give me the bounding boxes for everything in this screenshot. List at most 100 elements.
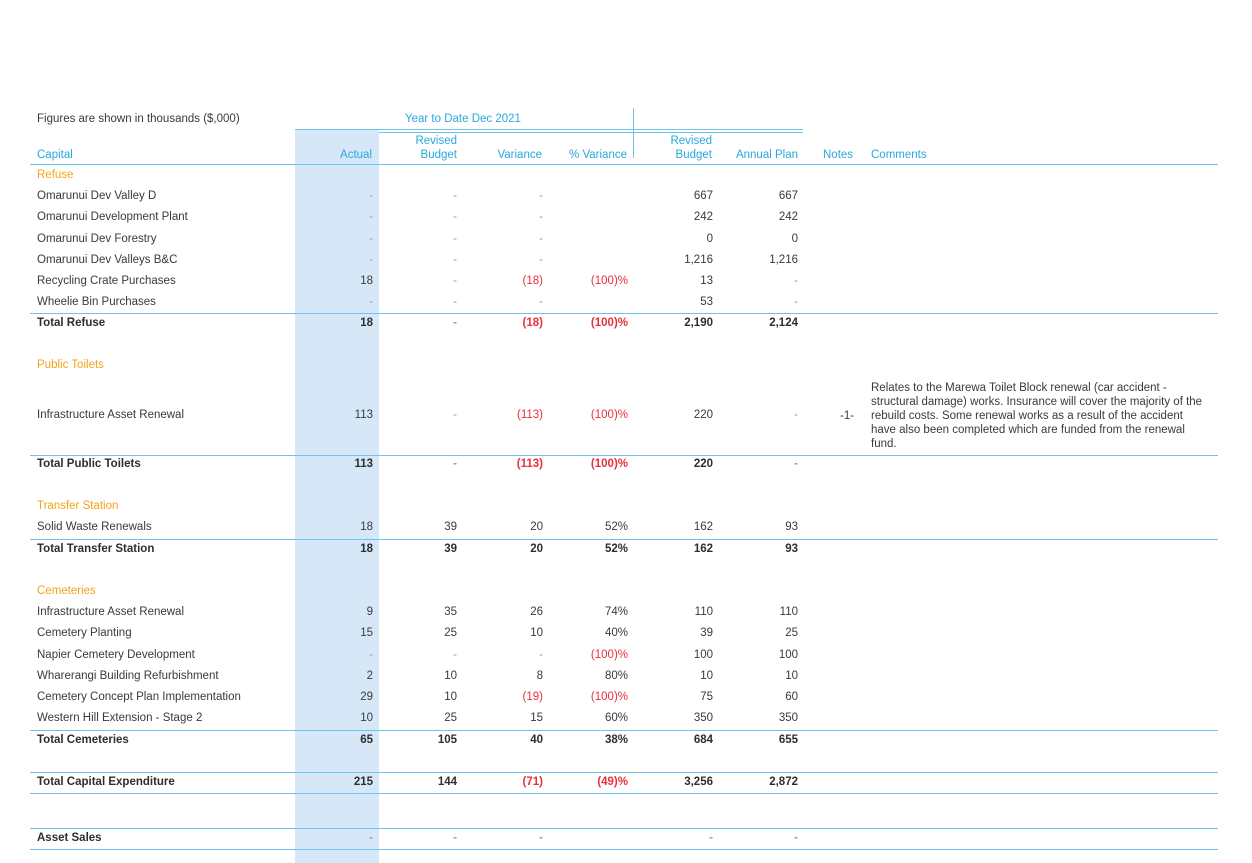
cell-var: (113) [516,458,543,470]
cell-rev: 39 [444,543,457,555]
cell-rev2: 100 [693,649,713,661]
cell-actual: 10 [360,712,373,724]
row-label: Asset Sales [37,832,102,844]
total-row: Total Cemeteries 65 105 40 38% 684 655 [30,730,1218,751]
cell-rev: 144 [437,776,457,788]
cell-var: - [539,832,543,844]
cell-pct: 74% [604,606,628,618]
cell-var: - [539,211,543,223]
cell-actual: - [369,649,373,661]
cell-rev2: 242 [693,211,713,223]
cell-actual: - [369,233,373,245]
row-label: Cemetery Planting [37,627,132,639]
row-rule [30,828,1218,829]
row-label: Omarunui Dev Valley D [37,190,157,202]
row-label: Recycling Crate Purchases [37,275,176,287]
table-row: Wheelie Bin Purchases - - - 53 - [30,292,1218,313]
row-label: Solid Waste Renewals [37,521,152,533]
cell-pct: (100)% [590,458,628,470]
cell-actual: 2 [366,670,373,682]
row-label: Cemetery Concept Plan Implementation [37,691,241,703]
cell-var: 10 [530,627,543,639]
row-rule [30,849,1218,850]
cell-actual: 18 [360,543,373,555]
cell-actual: 15 [360,627,373,639]
cell-ann: 60 [785,691,798,703]
row-label: Wheelie Bin Purchases [37,296,156,308]
col-pct-variance: % Variance [569,149,627,161]
cell-pct: (49)% [597,776,628,788]
cell-rev2: - [709,832,713,844]
cell-actual: - [369,190,373,202]
cell-actual: 18 [360,275,373,287]
cell-ann: 10 [785,670,798,682]
cell-rev: - [453,458,457,470]
period-divider [633,108,634,158]
cell-rev2: 1,216 [684,254,713,266]
cell-rev: 39 [444,521,457,533]
row-label: Omarunui Dev Forestry [37,233,157,245]
row-label: Omarunui Development Plant [37,211,188,223]
cell-rev: 10 [444,670,457,682]
row-rule [30,539,1218,540]
table-row: Cemetery Planting 15 25 10 40% 39 25 [30,623,1218,644]
cell-pct: 38% [604,734,628,746]
cell-rev2: 667 [693,190,713,202]
cell-rev: 105 [437,734,457,746]
cell-var: 20 [530,521,543,533]
cell-pct: 40% [604,627,628,639]
cell-actual: 18 [360,317,373,329]
cell-var: 15 [530,712,543,724]
cell-rev2: 350 [693,712,713,724]
row-rule [30,793,1218,794]
table-row: Wharerangi Building Refurbishment 2 10 8 80%… [30,666,1218,687]
period-rule [295,129,633,130]
cell-var: 20 [530,543,543,555]
cell-rev: 35 [444,606,457,618]
cell-rev2: 3,256 [684,776,713,788]
cell-pct: (100)% [590,275,628,287]
period-header: Year to Date Dec 2021 [405,113,521,125]
cell-pct: (100)% [590,691,628,703]
table-row: Solid Waste Renewals 18 39 20 52% 162 93 [30,517,1218,538]
col-variance: Variance [497,149,542,161]
cell-rev2: 2,190 [684,317,713,329]
cell-actual: 65 [360,734,373,746]
cell-ann: - [794,832,798,844]
cell-actual: 113 [354,458,373,470]
cell-var: - [539,649,543,661]
cell-var: (19) [522,691,543,703]
cell-actual: - [369,832,373,844]
cell-rev2: 220 [693,409,713,421]
cell-rev: - [453,296,457,308]
comment-text: Relates to the Marewa Toilet Block renew… [871,382,1203,450]
row-rule [30,313,1218,314]
row-label: Western Hill Extension - Stage 2 [37,712,203,724]
cell-actual: 9 [366,606,373,618]
col-annual-plan: Annual Plan [735,149,798,161]
table-row: Omarunui Development Plant - - - 242 242 [30,207,1218,228]
row-label: Omarunui Dev Valleys B&C [37,254,178,266]
col-capital: Capital [37,149,73,161]
row-label: Total Capital Expenditure [37,776,175,788]
cell-rev2: 13 [700,275,713,287]
cell-ann: 350 [778,712,798,724]
cell-ann: - [794,409,798,421]
period-rule-lower [379,132,633,133]
row-label: Total Transfer Station [37,543,155,555]
cell-actual: 18 [360,521,373,533]
cell-rev: 10 [444,691,457,703]
cell-pct: (100)% [590,649,628,661]
row-label: Infrastructure Asset Renewal [37,606,185,618]
cell-var: - [539,296,543,308]
cell-ann: 0 [791,233,798,245]
cell-actual: - [369,211,373,223]
section-title: Cemeteries [37,585,96,597]
cell-rev: - [453,233,457,245]
cell-ann: - [794,275,798,287]
table-row: Omarunui Dev Valleys B&C - - - 1,216 1,216 [30,250,1218,271]
col-actual: Actual [340,149,372,161]
cell-ann: 2,124 [769,317,798,329]
cell-ann: 110 [779,606,798,618]
header-rule [30,164,1218,165]
